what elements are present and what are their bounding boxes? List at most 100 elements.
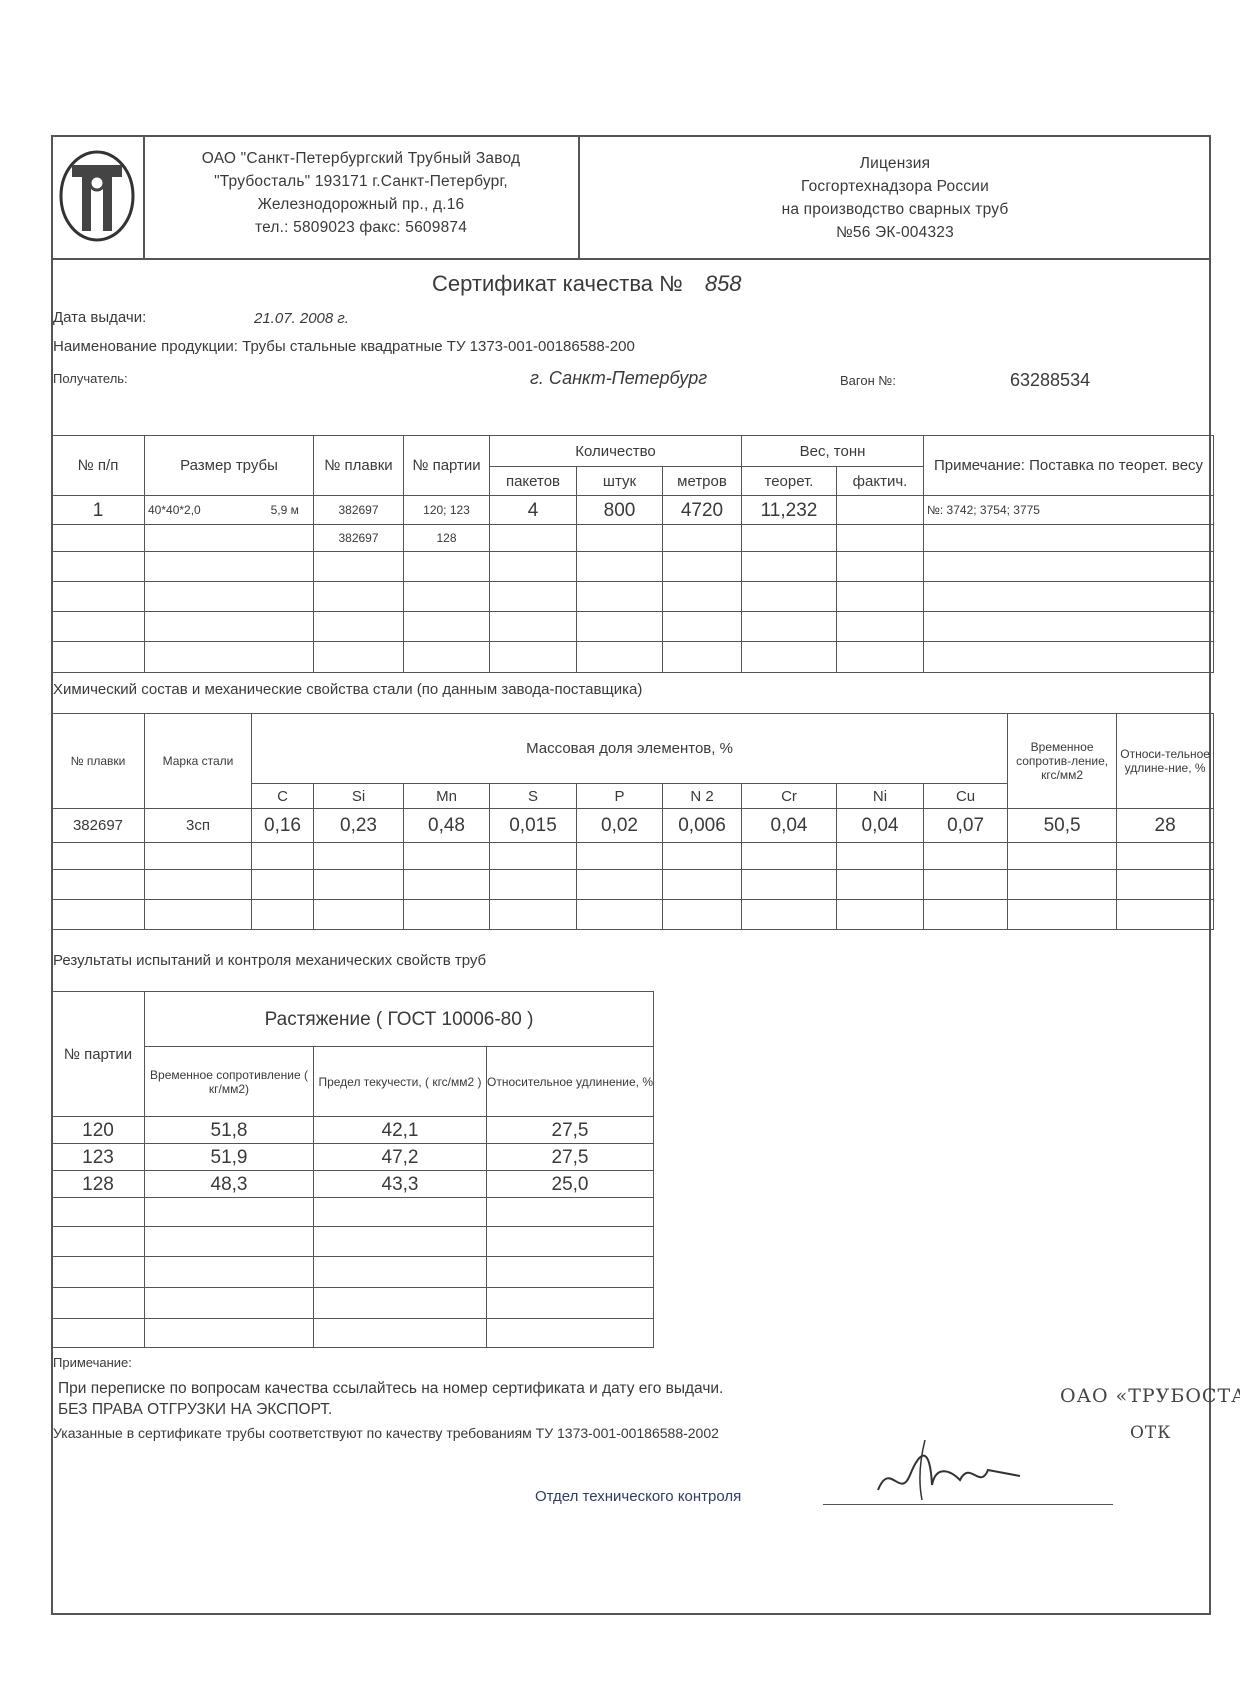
table-cell <box>576 869 663 900</box>
table-cell <box>576 551 663 582</box>
table-cell <box>51 1287 145 1319</box>
table-cell <box>922 869 1009 900</box>
license-line: №56 ЭК-004323 <box>836 224 954 241</box>
table-cell: 128 <box>51 1170 145 1198</box>
table-cell <box>835 524 925 552</box>
table-cell <box>144 611 257 642</box>
wagon-number: 63288534 <box>1010 370 1091 390</box>
table-cell <box>741 551 837 582</box>
table-cell <box>313 1287 487 1319</box>
table-cell: 0,16 <box>251 808 314 843</box>
table-cell: 28 <box>1116 808 1215 843</box>
table-row: 382697 3сп 0,16 0,23 0,48 0,015 0,02 0,006 0,04 0… <box>51 808 1215 843</box>
table-row <box>51 1256 654 1288</box>
table-cell <box>662 611 742 642</box>
table-cell: 11,232 <box>741 495 837 525</box>
table-cell <box>251 869 314 900</box>
table-row <box>51 1287 654 1319</box>
table-cell <box>486 1226 654 1257</box>
table-cell <box>835 551 925 582</box>
header-mass-fraction: Массовая доля элементов, % <box>250 713 1009 784</box>
shipment-table: № п/п Размер трубы № плавки № партии Количес… <box>51 435 1215 673</box>
table-cell <box>835 495 925 525</box>
note-line-compliance: Указанные в сертификате трубы соответств… <box>53 1425 719 1441</box>
table-cell <box>741 899 837 930</box>
table-cell <box>1007 842 1118 870</box>
table-cell: 27,5 <box>486 1143 654 1171</box>
table-cell <box>741 641 837 673</box>
table-cell <box>741 581 837 612</box>
header-meters: метров <box>662 466 742 496</box>
note-line-export: БЕЗ ПРАВА ОТГРУЗКИ НА ЭКСПОРТ. <box>58 1401 333 1418</box>
table-cell <box>403 899 490 930</box>
header-size: Размер трубы <box>144 435 314 496</box>
header-heat: № плавки <box>313 435 404 496</box>
license-line: на производство сварных труб <box>781 201 1009 218</box>
table-cell: 40*40*2,0 <box>144 495 257 525</box>
table-cell <box>256 524 314 552</box>
table-cell: 4 <box>489 495 577 525</box>
note-label: Примечание: <box>53 1355 132 1370</box>
table-cell: 25,0 <box>486 1170 654 1198</box>
table-cell <box>313 1197 487 1227</box>
table-row <box>51 1197 654 1227</box>
table-cell <box>313 641 404 673</box>
table-cell <box>576 524 663 552</box>
table-cell <box>923 581 1215 612</box>
department-label: Отдел технического контроля <box>535 1488 742 1505</box>
header-batch: № партии <box>403 435 490 496</box>
table-row <box>51 869 1215 900</box>
table-cell <box>922 842 1009 870</box>
table-cell <box>486 1197 654 1227</box>
table-cell <box>1116 899 1215 930</box>
element-header: S <box>489 783 577 809</box>
table-cell <box>576 842 663 870</box>
table-cell: 0,48 <box>403 808 490 843</box>
table-cell <box>313 611 404 642</box>
table-cell <box>144 581 257 612</box>
table-cell <box>835 641 925 673</box>
table-cell <box>662 551 742 582</box>
certificate-number: 858 <box>704 271 742 296</box>
table-row <box>51 1318 654 1348</box>
table-cell <box>486 1287 654 1319</box>
table-cell: 382697 <box>313 524 404 552</box>
table-cell <box>1007 869 1118 900</box>
table-cell: 47,2 <box>313 1143 487 1171</box>
table-cell <box>313 1226 487 1257</box>
table-cell: 0,23 <box>313 808 404 843</box>
company-line: "Трубосталь" 193171 г.Санкт-Петербург, <box>214 173 508 190</box>
table-cell <box>251 842 314 870</box>
note-line-reference: При переписке по вопросам качества ссыла… <box>58 1380 724 1397</box>
table-cell <box>403 842 490 870</box>
element-header: N 2 <box>662 783 742 809</box>
table-cell: 382697 <box>313 495 404 525</box>
table-cell: 0,015 <box>489 808 577 843</box>
company-line: ОАО "Санкт-Петербургский Трубный Завод <box>201 150 521 167</box>
table-cell: 4720 <box>662 495 742 525</box>
table-row <box>51 611 1215 642</box>
table-cell <box>1116 842 1215 870</box>
table-cell <box>144 899 252 930</box>
license-line: Лицензия <box>859 155 931 172</box>
table-cell <box>403 641 490 673</box>
mechanical-tests-table: № партии Растяжение ( ГОСТ 10006-80 ) Врем… <box>51 991 654 1348</box>
header-grade: Марка стали <box>144 713 252 809</box>
table-cell <box>489 869 577 900</box>
header-packs: пакетов <box>489 466 577 496</box>
table-cell <box>403 551 490 582</box>
table-cell <box>835 611 925 642</box>
table-cell <box>144 1318 314 1348</box>
certificate-title-label: Сертификат качества № <box>432 271 683 296</box>
table-cell <box>662 524 742 552</box>
table-row <box>51 1226 654 1257</box>
license-divider <box>578 135 580 259</box>
table-cell <box>576 611 663 642</box>
signature-line <box>823 1504 1113 1505</box>
table-cell <box>51 1226 145 1257</box>
table-cell: 120; 123 <box>403 495 490 525</box>
table-cell <box>489 581 577 612</box>
table-cell <box>923 611 1215 642</box>
table-cell <box>313 899 404 930</box>
table-cell <box>836 899 924 930</box>
